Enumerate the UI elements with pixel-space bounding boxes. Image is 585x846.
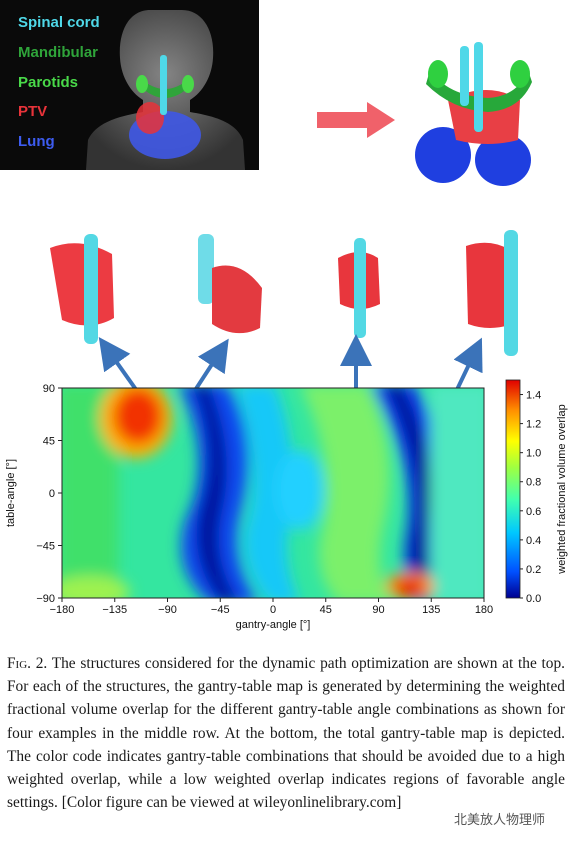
x-tick-label: 135 <box>422 604 440 616</box>
x-tick-label: 90 <box>372 604 384 616</box>
x-tick-label: −45 <box>211 604 230 616</box>
legend-label-lung: Lung <box>18 133 55 150</box>
colorbar-ticks: 1.4 1.2 1.0 0.8 0.6 0.4 0.2 0.0 <box>520 390 541 605</box>
legend-label-spinal-cord: Spinal cord <box>18 14 100 31</box>
y-tick-label: 45 <box>43 436 55 448</box>
watermark-text: 北美放人物理师 <box>452 809 548 828</box>
caption-text: The structures considered for the dynami… <box>7 655 565 812</box>
y-axis-ticks: 90 45 0 −45 −90 <box>36 383 62 605</box>
heatmap-field <box>62 388 484 598</box>
y-axis-label: table-angle [°] <box>5 459 17 527</box>
colorbar-tick-label: 1.4 <box>526 390 541 402</box>
colorbar-tick-label: 0.6 <box>526 506 541 518</box>
colorbar-tick-label: 0.8 <box>526 477 541 489</box>
colorbar-label: weighted fractional volume overlap <box>556 404 568 574</box>
structure-legend-panel: Spinal cord Mandibular Parotids PTV Lung <box>0 0 259 170</box>
x-tick-label: −90 <box>158 604 177 616</box>
figure-caption: Fig. 2. The structures considered for th… <box>7 652 565 814</box>
example-4 <box>466 230 518 356</box>
example-3 <box>338 238 380 338</box>
y-tick-label: 0 <box>49 488 55 500</box>
x-tick-label: 180 <box>475 604 493 616</box>
legend-label-parotids: Parotids <box>18 74 79 91</box>
y-tick-label: 90 <box>43 383 55 395</box>
x-axis-ticks: −180 −135 −90 −45 0 45 90 135 180 <box>50 598 493 616</box>
colorbar-tick-label: 0.4 <box>526 535 541 547</box>
head-render <box>86 10 245 170</box>
figure-label: Fig. 2. <box>7 655 48 672</box>
y-tick-label: −90 <box>36 593 55 605</box>
colorbar <box>505 379 521 599</box>
x-tick-label: 45 <box>320 604 332 616</box>
colorbar-tick-label: 0.0 <box>526 593 541 605</box>
x-axis-label: gantry-angle [°] <box>236 619 311 631</box>
y-tick-label: −45 <box>36 541 55 553</box>
x-tick-label: −180 <box>50 604 75 616</box>
example-2 <box>198 234 262 334</box>
right-arrow-icon <box>317 102 395 138</box>
example-1 <box>50 234 114 344</box>
x-tick-label: 0 <box>270 604 276 616</box>
legend-label-ptv: PTV <box>18 103 48 120</box>
colorbar-tick-label: 0.2 <box>526 564 541 576</box>
example-structures-row <box>50 230 518 356</box>
gantry-table-map: −180 −135 −90 −45 0 45 90 135 180 90 45 0 −45 −90 ga… <box>5 379 568 631</box>
structures-3d-render <box>415 42 532 186</box>
x-tick-label: −135 <box>102 604 127 616</box>
legend-label-mandibular: Mandibular <box>18 44 99 61</box>
colorbar-tick-label: 1.0 <box>526 448 541 460</box>
colorbar-tick-label: 1.2 <box>526 419 541 431</box>
